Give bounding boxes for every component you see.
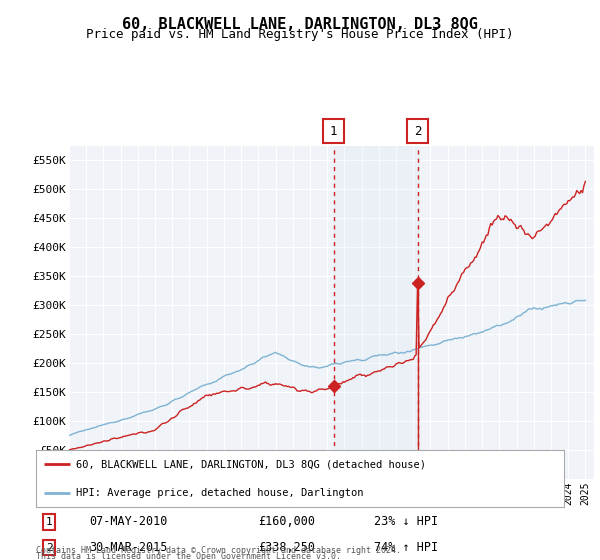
Text: 30-MAR-2015: 30-MAR-2015: [89, 541, 167, 554]
Text: 2: 2: [414, 124, 421, 138]
Text: 2: 2: [46, 543, 53, 553]
Text: 1: 1: [46, 517, 53, 527]
Text: 60, BLACKWELL LANE, DARLINGTON, DL3 8QG: 60, BLACKWELL LANE, DARLINGTON, DL3 8QG: [122, 17, 478, 32]
Text: 1: 1: [330, 124, 337, 138]
Text: 60, BLACKWELL LANE, DARLINGTON, DL3 8QG (detached house): 60, BLACKWELL LANE, DARLINGTON, DL3 8QG …: [76, 459, 425, 469]
Text: 07-MAY-2010: 07-MAY-2010: [89, 515, 167, 529]
Text: Price paid vs. HM Land Registry's House Price Index (HPI): Price paid vs. HM Land Registry's House …: [86, 28, 514, 41]
Text: Contains HM Land Registry data © Crown copyright and database right 2024.: Contains HM Land Registry data © Crown c…: [36, 545, 401, 555]
Bar: [334, 146, 418, 479]
Text: £160,000: £160,000: [258, 515, 315, 529]
Text: This data is licensed under the Open Government Licence v3.0.: This data is licensed under the Open Gov…: [36, 552, 341, 560]
Text: 74% ↑ HPI: 74% ↑ HPI: [374, 541, 438, 554]
Text: 23% ↓ HPI: 23% ↓ HPI: [374, 515, 438, 529]
Text: £338,250: £338,250: [258, 541, 315, 554]
Text: HPI: Average price, detached house, Darlington: HPI: Average price, detached house, Darl…: [76, 488, 363, 498]
